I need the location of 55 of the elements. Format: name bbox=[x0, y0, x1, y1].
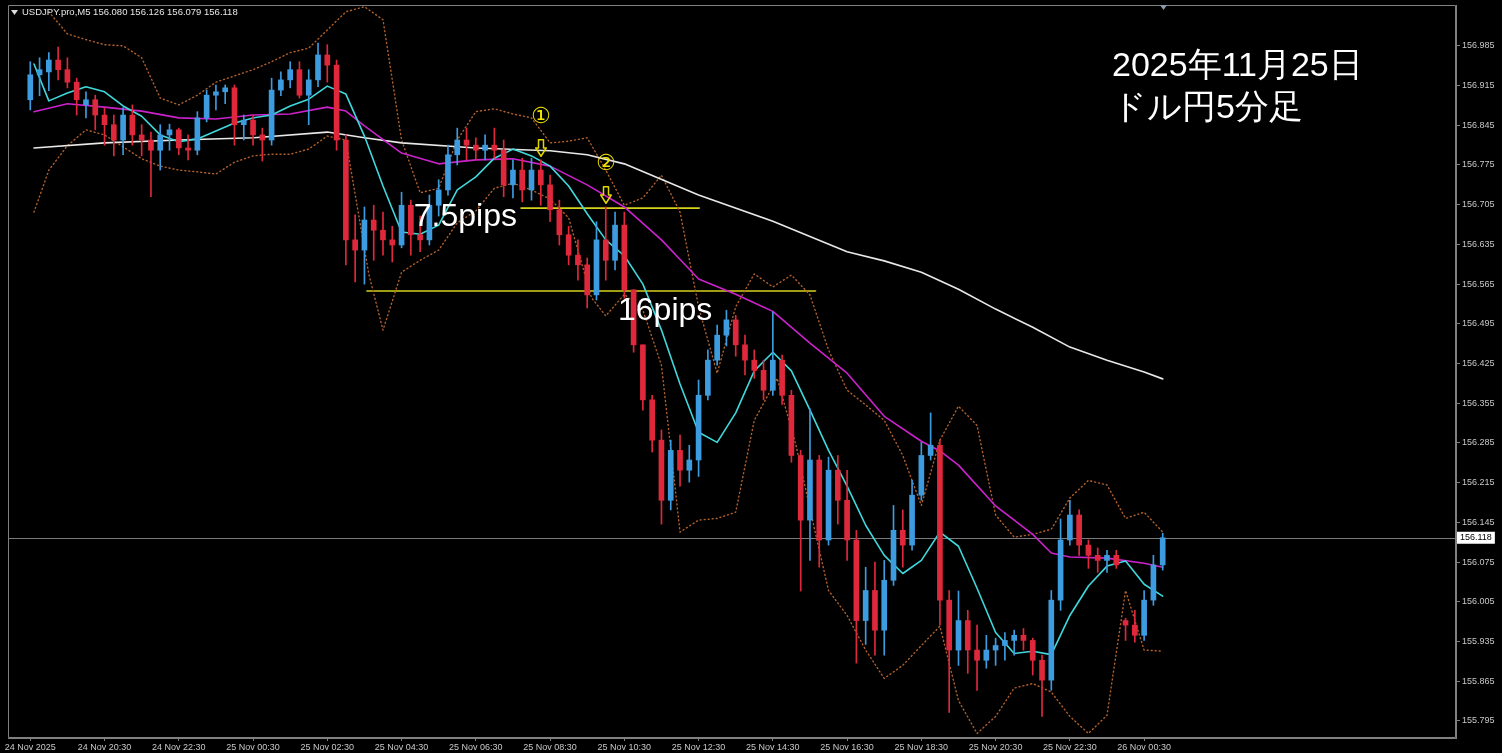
candlestick bbox=[213, 84, 219, 111]
y-tick-label: 156.145 bbox=[1462, 516, 1495, 527]
text: ドル円5分足 bbox=[1112, 86, 1303, 126]
x-tick-label: 24 Nov 20:30 bbox=[77, 741, 132, 752]
y-tick-label: 156.845 bbox=[1462, 119, 1495, 130]
candlestick bbox=[1002, 632, 1008, 661]
y-tick-label: 156.075 bbox=[1462, 556, 1495, 567]
y-tick-label: 155.935 bbox=[1462, 636, 1495, 647]
x-tick-label: 24 Nov 22:30 bbox=[152, 741, 206, 752]
x-tick-label: 25 Nov 08:30 bbox=[523, 741, 577, 752]
y-tick-label: 156.635 bbox=[1462, 238, 1495, 249]
x-tick-label: 25 Nov 22:30 bbox=[1043, 741, 1097, 752]
x-tick-label: 25 Nov 20:30 bbox=[968, 741, 1023, 752]
y-tick-label: 156.985 bbox=[1462, 40, 1495, 51]
x-tick-label: 25 Nov 12:30 bbox=[671, 741, 726, 752]
x-tick-label: 25 Nov 02:30 bbox=[300, 741, 355, 752]
candlestick bbox=[370, 204, 377, 261]
annotation: USDJPY.pro,M5 156.080 156.126 156.079 156.118 bbox=[22, 5, 238, 17]
candlestick bbox=[83, 91, 89, 119]
y-tick-label: 156.355 bbox=[1462, 397, 1495, 408]
y-tick-label: 156.705 bbox=[1462, 199, 1495, 210]
candlestick bbox=[389, 225, 396, 263]
x-tick-label: 24 Nov 2025 bbox=[4, 741, 56, 752]
annotation: ① bbox=[530, 102, 551, 128]
y-tick-label: 155.795 bbox=[1462, 715, 1495, 726]
x-tick-label: 25 Nov 00:30 bbox=[226, 741, 280, 752]
candlestick bbox=[259, 127, 266, 162]
y-tick-label: 156.425 bbox=[1462, 358, 1495, 369]
candlestick bbox=[974, 624, 980, 691]
y-tick-label: 156.915 bbox=[1462, 80, 1495, 91]
y-tick-label: 155.865 bbox=[1462, 675, 1495, 686]
y-tick-label: 156.775 bbox=[1462, 159, 1495, 170]
x-tick-label: 25 Nov 14:30 bbox=[746, 741, 800, 752]
candlestick bbox=[380, 211, 386, 256]
x-tick-label: 25 Nov 06:30 bbox=[449, 741, 503, 752]
x-tick-label: 25 Nov 10:30 bbox=[597, 741, 652, 752]
ref-line-label: 156.118 bbox=[1460, 532, 1492, 543]
candlestick bbox=[1094, 547, 1101, 573]
x-tick-label: 26 Nov 00:30 bbox=[1117, 741, 1171, 752]
x-tick-label: 25 Nov 18:30 bbox=[894, 741, 949, 752]
x-tick-label: 25 Nov 16:30 bbox=[820, 741, 874, 752]
y-tick-label: 156.285 bbox=[1462, 437, 1495, 448]
candlestick bbox=[148, 131, 154, 198]
line-series bbox=[33, 129, 1164, 735]
candlestick bbox=[352, 214, 358, 283]
candlestick bbox=[185, 134, 191, 161]
candlestick bbox=[222, 84, 229, 105]
candlestick bbox=[240, 114, 247, 141]
y-tick-label: 156.005 bbox=[1462, 596, 1495, 607]
y-tick-label: 156.215 bbox=[1462, 477, 1495, 488]
candlestick bbox=[899, 509, 906, 568]
y-tick-label: 156.565 bbox=[1462, 278, 1495, 289]
y-tick-label: 156.495 bbox=[1462, 318, 1495, 329]
text: 2025年11月25日 bbox=[1112, 44, 1363, 84]
x-tick-label: 25 Nov 04:30 bbox=[374, 741, 429, 752]
